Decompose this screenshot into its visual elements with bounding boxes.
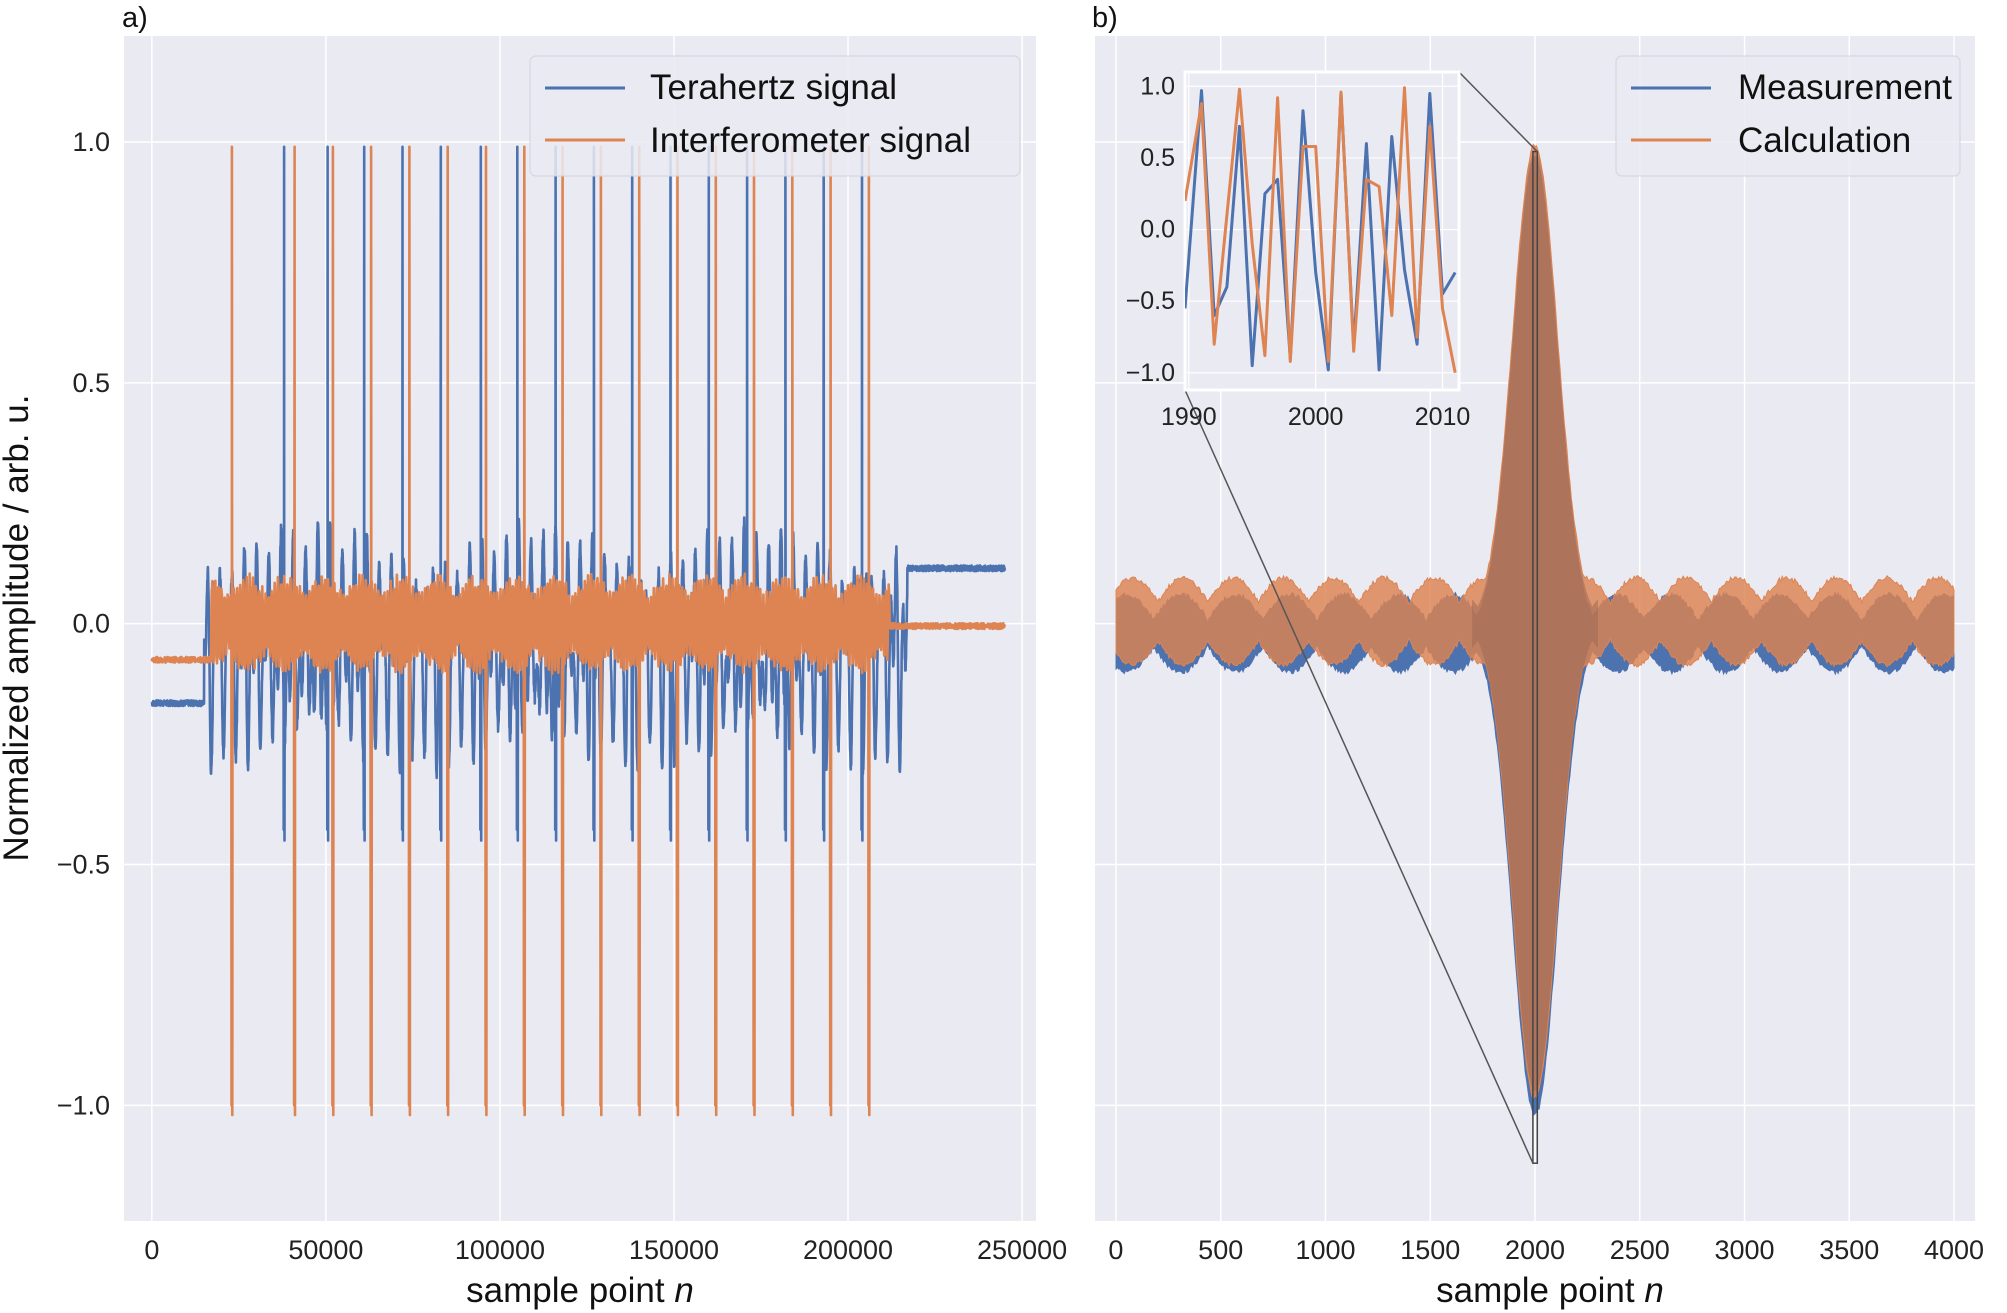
chart-a-legend-label-1: Terahertz signal xyxy=(650,68,897,107)
inset-xtick-label: 2000 xyxy=(1288,403,1344,431)
chart-b-xlabel: sample point n xyxy=(1436,1271,1664,1310)
chart-b-xlabel-var: n xyxy=(1644,1271,1663,1310)
chart-b-xtick-label: 500 xyxy=(1198,1235,1243,1265)
chart-a-ytick-label: 1.0 xyxy=(72,127,110,157)
chart-a-xlabel-text: sample point xyxy=(466,1271,674,1310)
chart-b-zoom-rect xyxy=(1532,150,1539,1164)
inset-series-line xyxy=(1185,86,1457,374)
chart-b-zoom-connector xyxy=(1184,389,1534,1164)
chart-a-xtick-label: 200000 xyxy=(803,1235,893,1265)
inset-series-line xyxy=(1185,89,1457,372)
inset-xtick-label: 2010 xyxy=(1415,403,1471,431)
chart-a-ytick-label: −1.0 xyxy=(57,1090,110,1120)
chart-a-legend-box xyxy=(529,55,1021,177)
chart-b-xtick-label: 1500 xyxy=(1400,1235,1460,1265)
chart-a-series-line xyxy=(150,145,1006,1117)
chart-b-legend-label-1: Measurement xyxy=(1738,68,1952,107)
chart-a-legend: Terahertz signal Interferometer signal xyxy=(529,55,1021,177)
chart-b-xtick-label: 1000 xyxy=(1295,1235,1355,1265)
chart-b-xtick-label: 0 xyxy=(1108,1235,1123,1265)
chart-a: 0 50000 100000 150000 200000 250000 −1.0 −0.5 0.… xyxy=(0,2,1067,1310)
chart-b-zoom-connector xyxy=(1458,71,1538,153)
chart-b-xtick-label: 3000 xyxy=(1714,1235,1774,1265)
inset-xtick-label: 1990 xyxy=(1161,403,1217,431)
chart-b-panel-label: b) xyxy=(1092,2,1118,34)
inset-ytick-label: −1.0 xyxy=(1126,359,1175,387)
inset-ytick-label: 0.5 xyxy=(1140,144,1175,172)
inset-ytick-label: 0.0 xyxy=(1140,216,1175,244)
chart-a-legend-label-2: Interferometer signal xyxy=(650,121,971,160)
chart-b-inset: 1990 2000 2010 −1.0 −0.5 0.0 0.5 1.0 xyxy=(1126,70,1471,431)
chart-a-xlabel: sample point n xyxy=(466,1271,694,1310)
chart-b-legend-box xyxy=(1615,55,1961,177)
chart-b-xlabel-text: sample point xyxy=(1436,1271,1644,1310)
chart-b-legend-label-2: Calculation xyxy=(1738,121,1911,160)
chart-b-xtick-label: 3500 xyxy=(1819,1235,1879,1265)
inset-ytick-label: 1.0 xyxy=(1140,72,1175,100)
chart-a-xtick-label: 150000 xyxy=(629,1235,719,1265)
chart-a-ytick-label: 0.5 xyxy=(72,368,110,398)
chart-a-ytick-label: −0.5 xyxy=(57,850,110,880)
chart-b-overlap-band xyxy=(1472,156,1598,1092)
chart-b-xtick-label: 2000 xyxy=(1505,1235,1565,1265)
chart-a-xtick-label: 250000 xyxy=(977,1235,1067,1265)
inset-ytick-label: −0.5 xyxy=(1126,287,1175,315)
chart-a-xlabel-var: n xyxy=(674,1271,693,1310)
chart-b: 0 500 1000 1500 2000 2500 3000 3500 4000 b) samp… xyxy=(1092,2,1984,1310)
chart-a-xtick-label: 50000 xyxy=(288,1235,363,1265)
chart-b-xtick-label: 2500 xyxy=(1610,1235,1670,1265)
chart-a-xtick-label: 100000 xyxy=(455,1235,545,1265)
chart-b-zoom-indicator xyxy=(1184,71,1539,1164)
chart-b-legend: Measurement Calculation xyxy=(1615,55,1961,177)
chart-a-ylabel: Normalized amplitude / arb. u. xyxy=(0,395,36,862)
chart-a-ytick-label: 0.0 xyxy=(72,609,110,639)
chart-a-xtick-label: 0 xyxy=(144,1235,159,1265)
chart-a-panel-label: a) xyxy=(122,2,148,34)
chart-b-xtick-label: 4000 xyxy=(1924,1235,1984,1265)
